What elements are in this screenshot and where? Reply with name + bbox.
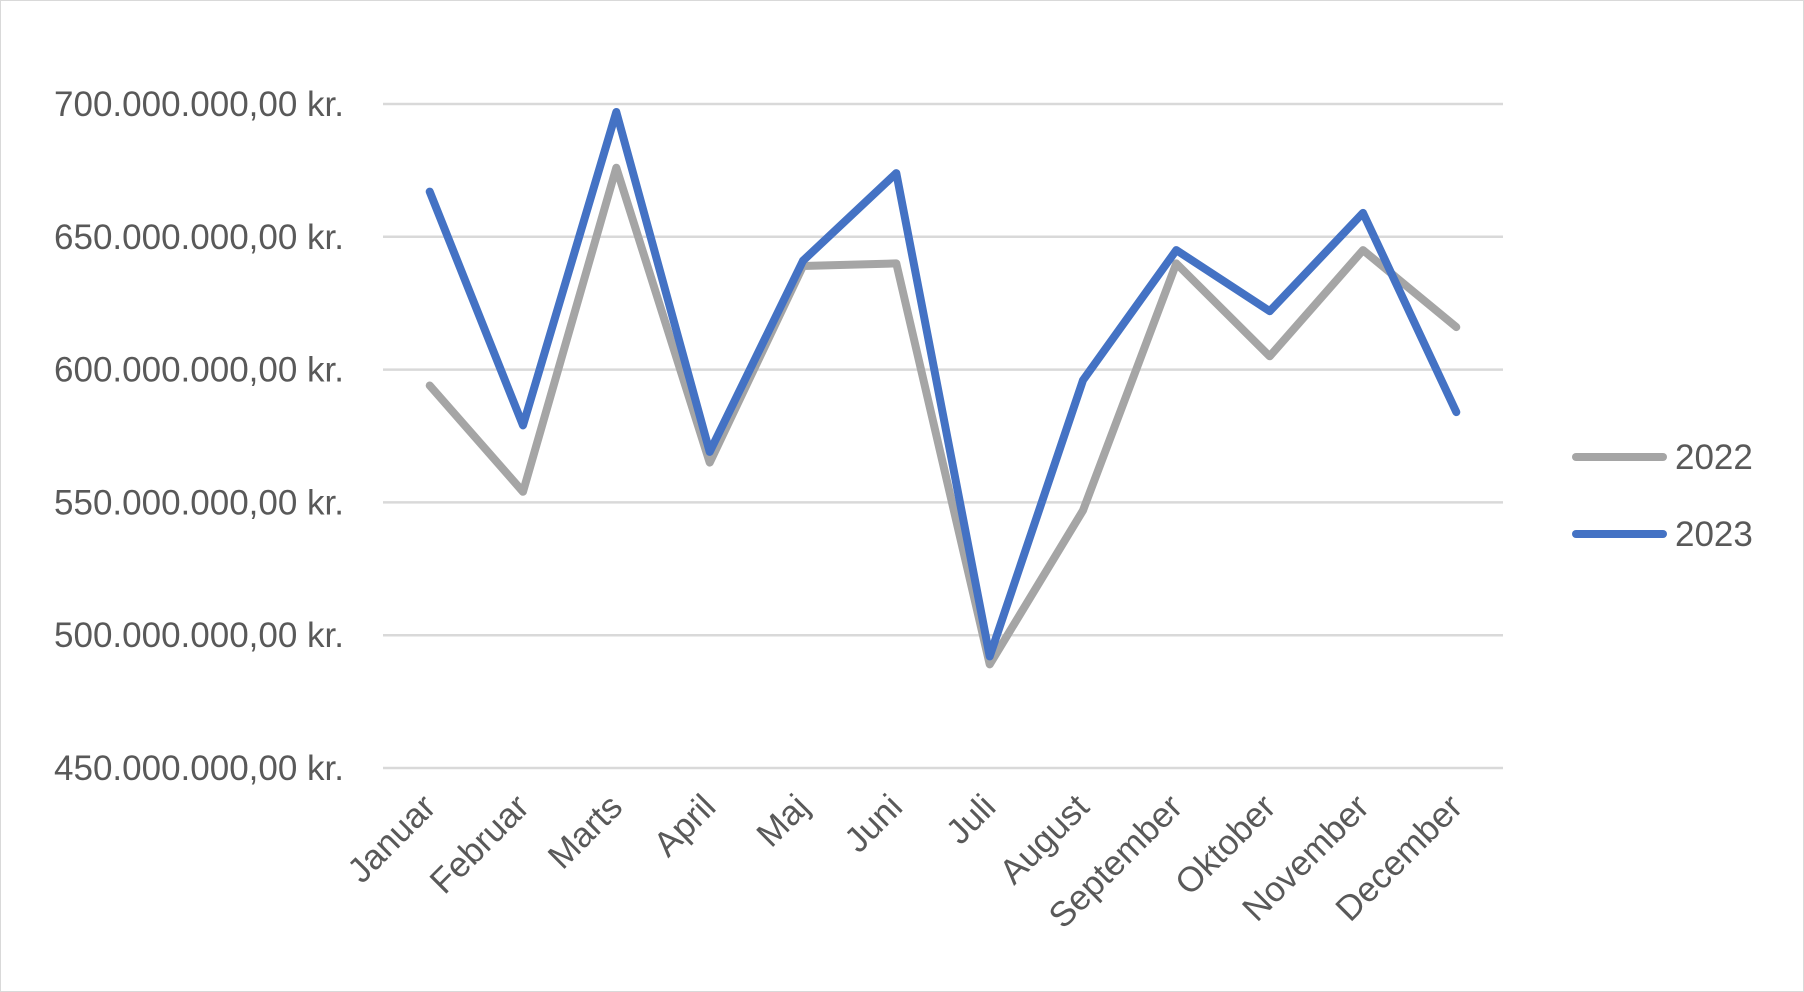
x-tick-label: Juli: [939, 787, 1004, 852]
x-tick-label: Maj: [749, 787, 816, 854]
x-tick-label: Marts: [541, 787, 630, 876]
legend-label-2022: 2022: [1675, 438, 1753, 477]
legend: 2022 2023: [1572, 438, 1753, 554]
series-lines: [425, 108, 1461, 669]
y-tick-label: 550.000.000,00 kr.: [54, 483, 344, 522]
y-tick-label: 600.000.000,00 kr.: [54, 351, 344, 390]
x-tick-label: April: [646, 787, 723, 864]
gridlines: [383, 102, 1503, 770]
x-tick-label: Februar: [422, 787, 536, 901]
series-line-2022: [425, 163, 1461, 669]
legend-label-2023: 2023: [1675, 515, 1753, 554]
y-tick-label: 450.000.000,00 kr.: [54, 749, 344, 788]
series-line-2023: [425, 108, 1461, 661]
y-tick-label: 650.000.000,00 kr.: [54, 218, 344, 257]
x-tick-label: Juni: [837, 787, 910, 860]
y-tick-label: 700.000.000,00 kr.: [54, 85, 344, 124]
y-tick-label: 500.000.000,00 kr.: [54, 616, 344, 655]
y-axis-tick-labels: 700.000.000,00 kr. 650.000.000,00 kr. 600.…: [54, 85, 344, 788]
